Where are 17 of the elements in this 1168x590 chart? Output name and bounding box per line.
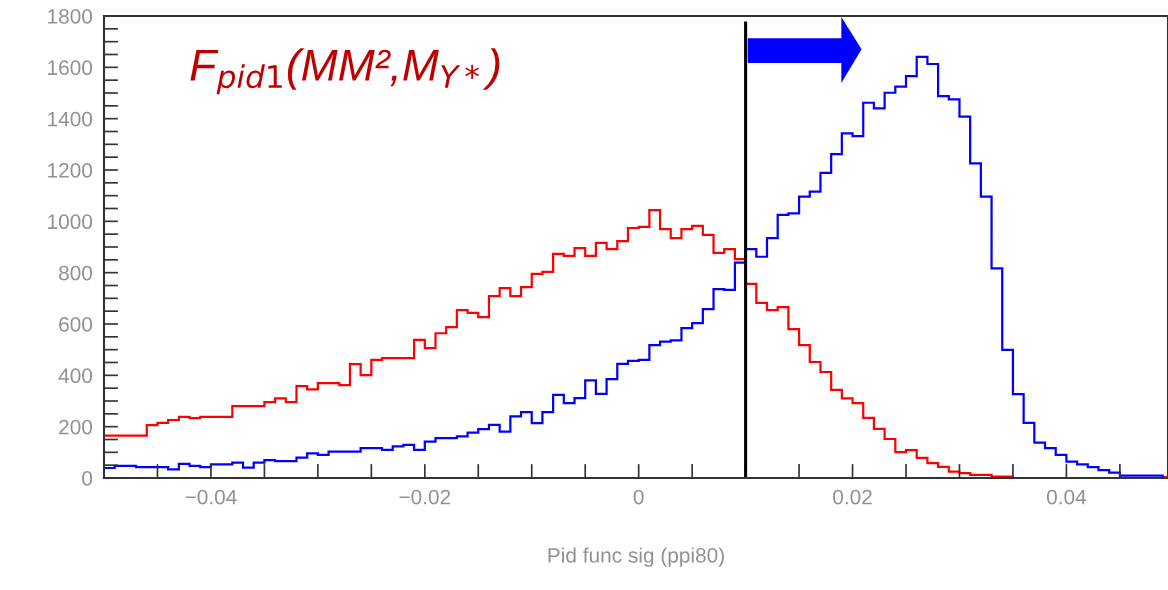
x-axis-title: Pid func sig (ppi80)	[548, 547, 724, 567]
x-tick-label: −0.04	[185, 489, 237, 505]
y-tick-label: 600	[59, 317, 93, 332]
y-tick-label: 1800	[48, 9, 93, 24]
y-tick-label: 400	[58, 368, 93, 384]
y-tick-label: 1400	[48, 111, 93, 127]
x-tick-label: 0	[633, 489, 644, 505]
annotation: F$_{pid1}$(MM²,M$_{Y*}$)	[190, 48, 500, 95]
x-tick-label: −0.02	[399, 489, 451, 505]
y-tick-label: 0	[82, 471, 93, 486]
x-tick-label: 0.02	[833, 489, 872, 505]
y-tick-label: 1200	[48, 163, 93, 178]
y-tick-label: 800	[59, 265, 93, 281]
x-tick-label: 0.04	[1046, 489, 1087, 505]
y-tick-label: 1600	[48, 60, 93, 76]
y-tick-label: 1000	[48, 214, 93, 230]
y-tick-label: 200	[59, 419, 93, 435]
